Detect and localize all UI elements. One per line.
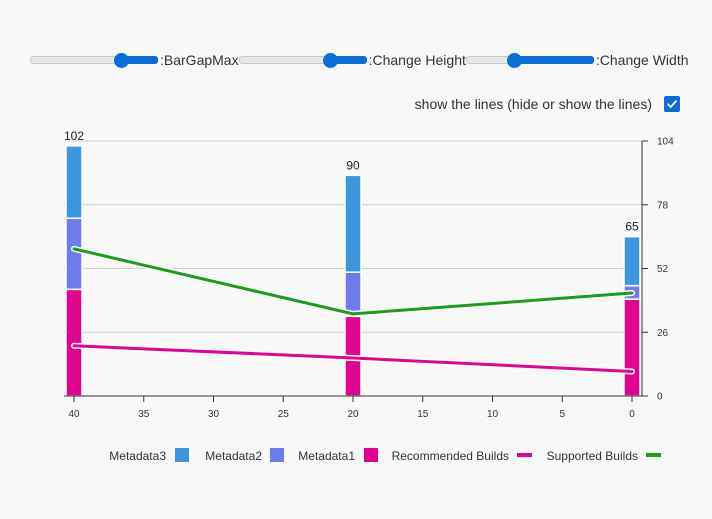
- slider-thumb[interactable]: [322, 52, 338, 68]
- bar-segment: [65, 288, 83, 397]
- x-tick-label: 15: [417, 409, 429, 420]
- legend-label: Metadata2: [205, 449, 262, 463]
- y-tick-label: 26: [657, 328, 669, 339]
- x-tick-label: 40: [68, 409, 80, 420]
- legend-label: Recommended Builds: [392, 449, 509, 463]
- series-lines: [71, 245, 635, 375]
- lines-toggle-label: show the lines (hide or show the lines): [414, 96, 652, 112]
- slider-fill: [515, 56, 594, 64]
- x-tick-label: 30: [208, 409, 220, 420]
- data-labels: 102 90 65: [64, 129, 639, 234]
- legend-swatch: [270, 448, 284, 462]
- series-line: [72, 344, 634, 373]
- slider-fill: [122, 56, 158, 64]
- series-line: [72, 247, 634, 316]
- x-tick-label: 25: [278, 409, 290, 420]
- x-tick-label: 0: [629, 409, 635, 420]
- x-tick-label: 5: [559, 409, 565, 420]
- y-tick-label: 104: [657, 137, 674, 148]
- change-height-slider[interactable]: :Change Height: [238, 48, 466, 72]
- slider-fill: [331, 56, 367, 64]
- bar-segment: [623, 235, 641, 287]
- y-tick-label: 0: [657, 392, 663, 403]
- lines-toggle-checkbox[interactable]: [664, 96, 680, 112]
- slider-controls: :BarGapMax :Change Height :Change Width: [30, 48, 700, 72]
- axes: 0 26 52 78 104 40 35 30 25 20 15 10 5 0: [64, 137, 674, 420]
- change-width-label: :Change Width: [595, 52, 689, 68]
- x-tick-label: 35: [138, 409, 150, 420]
- bar-segment: [344, 174, 362, 273]
- legend-swatch: [646, 453, 661, 457]
- legend-swatch: [517, 453, 532, 457]
- bar-segment: [623, 298, 641, 397]
- y-tick-label: 52: [657, 264, 669, 275]
- slider-track[interactable]: [238, 52, 367, 68]
- legend-label: Metadata1: [298, 449, 355, 463]
- legend-label: Metadata3: [109, 449, 166, 463]
- bar-total-label: 65: [625, 220, 639, 234]
- change-width-slider[interactable]: :Change Width: [465, 48, 689, 72]
- bar-segment: [65, 145, 83, 219]
- slider-track[interactable]: [30, 52, 158, 68]
- checkmark-icon: [667, 100, 677, 108]
- x-tick-label: 10: [487, 409, 499, 420]
- y-tick-label: 78: [657, 200, 669, 211]
- x-tick-label: 20: [347, 409, 359, 420]
- slider-track[interactable]: [465, 52, 594, 68]
- lines-toggle-row: show the lines (hide or show the lines): [415, 96, 680, 112]
- legend-swatch: [364, 448, 378, 462]
- legend: Metadata3 Metadata2 Metadata1 Recommended B…: [109, 448, 661, 463]
- bar-total-label: 90: [346, 158, 360, 172]
- bar-gap-max-label: :BarGapMax: [160, 52, 239, 68]
- change-height-label: :Change Height: [368, 52, 466, 68]
- bar-total-label: 102: [64, 129, 84, 143]
- bar-segment: [65, 217, 83, 291]
- bar-gap-max-slider[interactable]: :BarGapMax: [30, 48, 239, 72]
- legend-swatch: [175, 448, 189, 462]
- slider-thumb[interactable]: [507, 52, 523, 68]
- legend-label: Supported Builds: [547, 449, 638, 463]
- slider-thumb[interactable]: [114, 52, 130, 68]
